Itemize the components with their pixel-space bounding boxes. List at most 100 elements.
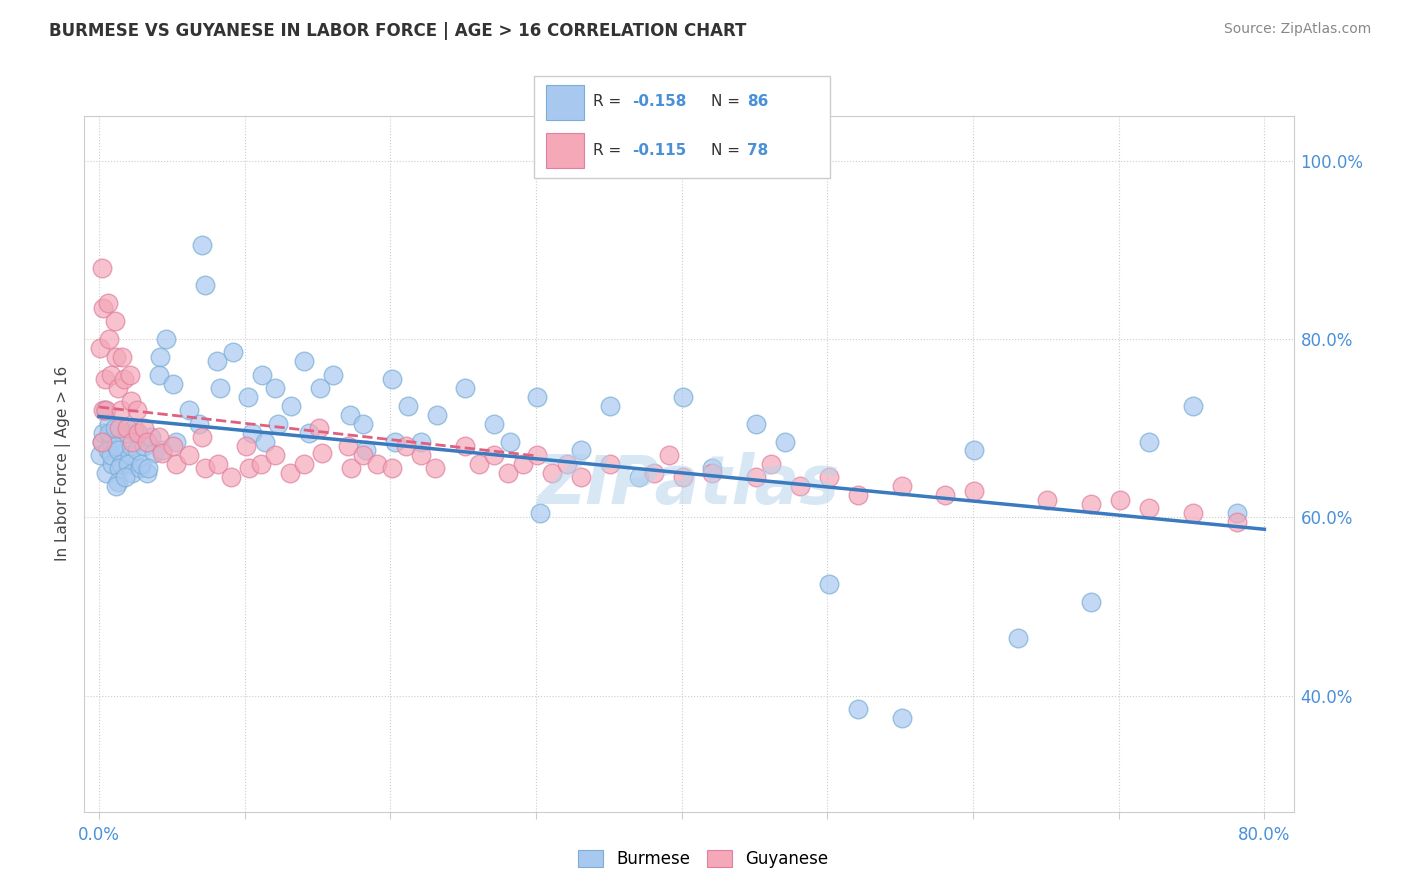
Point — [1226, 506, 1249, 520]
Point — [165, 434, 187, 449]
Point — [208, 381, 231, 395]
Point — [222, 345, 245, 359]
Point — [569, 443, 592, 458]
Point — [250, 368, 273, 382]
Point — [1109, 492, 1132, 507]
Point — [110, 403, 132, 417]
Point — [264, 381, 287, 395]
Text: -0.158: -0.158 — [631, 95, 686, 110]
Point — [384, 434, 406, 449]
Point — [409, 448, 432, 462]
Text: 86: 86 — [747, 95, 768, 110]
Y-axis label: In Labor Force | Age > 16: In Labor Force | Age > 16 — [55, 367, 72, 561]
Point — [111, 350, 134, 364]
Point — [1137, 501, 1160, 516]
Point — [657, 448, 679, 462]
Point — [468, 457, 491, 471]
Point — [132, 421, 155, 435]
Point — [118, 448, 141, 462]
Point — [453, 381, 475, 395]
Point — [105, 350, 128, 364]
Point — [108, 421, 131, 435]
Point — [339, 408, 361, 422]
Text: N =: N = — [711, 95, 745, 110]
Point — [90, 260, 112, 275]
Point — [702, 466, 724, 480]
Point — [482, 417, 505, 431]
Point — [97, 296, 120, 310]
Point — [162, 439, 184, 453]
Point — [165, 457, 187, 471]
Point — [396, 399, 419, 413]
Point — [292, 354, 315, 368]
Point — [107, 443, 129, 458]
Point — [98, 332, 121, 346]
Point — [98, 425, 121, 440]
Point — [100, 368, 122, 382]
Text: N =: N = — [711, 143, 745, 158]
Point — [132, 439, 155, 453]
Point — [108, 461, 131, 475]
FancyBboxPatch shape — [534, 76, 830, 178]
Point — [125, 443, 148, 458]
Point — [207, 457, 229, 471]
Point — [555, 457, 578, 471]
Point — [89, 341, 111, 355]
Point — [280, 399, 302, 413]
Point — [105, 479, 128, 493]
Point — [846, 488, 869, 502]
Point — [121, 466, 143, 480]
Point — [308, 421, 330, 435]
Point — [112, 372, 135, 386]
Point — [934, 488, 956, 502]
Text: 78: 78 — [747, 143, 768, 158]
Point — [96, 403, 118, 417]
Point — [963, 483, 986, 498]
Point — [890, 711, 912, 725]
Point — [672, 390, 695, 404]
Point — [1226, 515, 1249, 529]
Point — [188, 417, 211, 431]
Point — [526, 390, 548, 404]
Text: R =: R = — [593, 95, 627, 110]
Point — [759, 457, 782, 471]
Point — [136, 434, 159, 449]
Point — [249, 457, 271, 471]
Point — [267, 417, 290, 431]
Point — [322, 368, 344, 382]
Point — [115, 421, 138, 435]
Point — [191, 238, 214, 252]
Point — [121, 434, 143, 449]
Text: -0.115: -0.115 — [631, 143, 686, 158]
Point — [221, 470, 243, 484]
Point — [453, 439, 475, 453]
Point — [890, 479, 912, 493]
Point — [149, 350, 172, 364]
Point — [97, 443, 120, 458]
Point — [1080, 497, 1102, 511]
Point — [1182, 399, 1205, 413]
Text: Source: ZipAtlas.com: Source: ZipAtlas.com — [1223, 22, 1371, 37]
Point — [482, 448, 505, 462]
FancyBboxPatch shape — [546, 133, 585, 168]
Point — [194, 278, 217, 293]
Point — [101, 457, 124, 471]
Point — [104, 421, 127, 435]
Point — [94, 372, 117, 386]
Point — [194, 461, 217, 475]
Point — [352, 417, 374, 431]
Point — [292, 457, 315, 471]
Point — [150, 443, 173, 458]
Point — [529, 506, 551, 520]
Point — [599, 457, 621, 471]
Point — [817, 577, 839, 591]
Point — [122, 421, 145, 435]
Point — [643, 466, 665, 480]
Point — [91, 301, 114, 315]
Point — [236, 390, 259, 404]
Point — [136, 466, 159, 480]
Point — [426, 408, 449, 422]
Point — [179, 403, 201, 417]
Point — [672, 470, 695, 484]
Point — [745, 470, 768, 484]
